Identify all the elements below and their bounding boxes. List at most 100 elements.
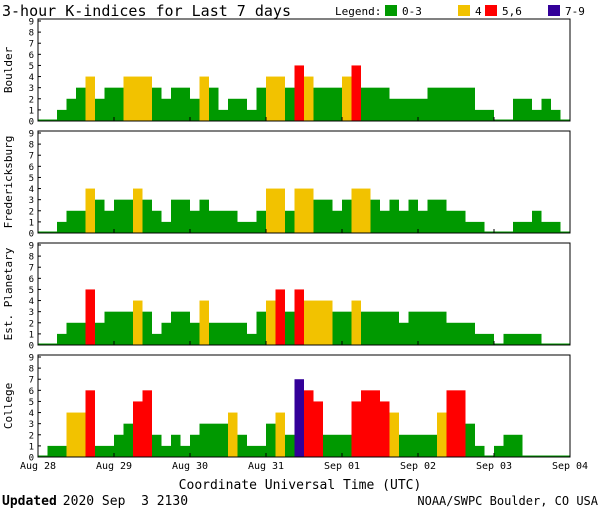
- bar: [427, 434, 437, 457]
- bar: [38, 231, 48, 233]
- bar: [285, 434, 295, 457]
- bar: [294, 289, 304, 345]
- bar: [180, 445, 190, 457]
- bar: [171, 199, 181, 233]
- bar: [351, 65, 361, 121]
- bar: [142, 76, 152, 121]
- bar: [522, 455, 532, 457]
- bar: [171, 434, 181, 457]
- bar: [389, 199, 399, 233]
- bar: [190, 210, 200, 233]
- legend-swatch-yellow: [458, 5, 470, 16]
- bar: [437, 199, 447, 233]
- bar: [323, 87, 333, 121]
- y-tick-label: 7: [29, 376, 34, 386]
- bar: [85, 289, 95, 345]
- bar: [437, 412, 447, 457]
- bar: [256, 311, 266, 345]
- bar: [560, 343, 570, 345]
- bar: [38, 343, 48, 345]
- y-tick-label: 0: [29, 454, 34, 464]
- bar: [47, 445, 57, 457]
- bar: [285, 311, 295, 345]
- bar: [85, 188, 95, 233]
- bar: [161, 445, 171, 457]
- panel-frame: [37, 354, 571, 458]
- bar: [66, 98, 76, 121]
- bar: [133, 76, 143, 121]
- y-tick-label: 5: [29, 398, 34, 408]
- bar: [456, 210, 466, 233]
- footer-credit: NOAA/SWPC Boulder, CO USA: [417, 494, 598, 508]
- bar: [503, 231, 513, 233]
- bar: [266, 423, 276, 457]
- legend-label-red: 5,6: [502, 5, 522, 18]
- bar: [247, 445, 257, 457]
- bar: [228, 322, 238, 345]
- bar: [370, 199, 380, 233]
- y-tick-label: 5: [29, 174, 34, 184]
- y-tick-label: 6: [29, 387, 34, 397]
- bar: [446, 210, 456, 233]
- bar: [551, 455, 561, 457]
- bar: [313, 87, 323, 121]
- bar: [199, 76, 209, 121]
- bar: [237, 221, 247, 233]
- footer-updated-label: Updated: [2, 494, 57, 509]
- y-tick-label: 3: [29, 196, 34, 206]
- bar: [152, 210, 162, 233]
- footer-updated-value: 2020 Sep 3 2130: [63, 494, 188, 509]
- bar: [38, 119, 48, 121]
- x-tick-label: Aug 30: [172, 461, 208, 472]
- bar: [456, 322, 466, 345]
- bar: [133, 300, 143, 345]
- bar: [171, 311, 181, 345]
- y-tick-label: 3: [29, 308, 34, 318]
- bar: [161, 98, 171, 121]
- bar: [142, 311, 152, 345]
- bar: [237, 322, 247, 345]
- bar: [275, 289, 285, 345]
- y-tick-label: 0: [29, 342, 34, 352]
- bar: [494, 119, 504, 121]
- y-tick-label: 1: [29, 330, 34, 340]
- bar: [57, 109, 67, 121]
- bar: [247, 221, 257, 233]
- bar: [484, 231, 494, 233]
- bar: [465, 87, 475, 121]
- bar: [66, 412, 76, 457]
- bar: [76, 210, 86, 233]
- bar: [304, 300, 314, 345]
- bar: [66, 210, 76, 233]
- y-tick-label: 2: [29, 95, 34, 105]
- chart-title: 3-hour K-indices for Last 7 days: [2, 2, 291, 20]
- bar: [389, 311, 399, 345]
- bar: [180, 199, 190, 233]
- bar: [275, 76, 285, 121]
- bar: [256, 210, 266, 233]
- y-tick-label: 1: [29, 106, 34, 116]
- bar: [332, 434, 342, 457]
- bar: [142, 199, 152, 233]
- bar: [541, 98, 551, 121]
- bar: [47, 343, 57, 345]
- x-tick-label: Aug 28: [20, 461, 56, 472]
- bar: [304, 76, 314, 121]
- panel-frame: [37, 130, 571, 234]
- x-axis-label: Coordinate Universal Time (UTC): [179, 478, 422, 493]
- bar: [161, 221, 171, 233]
- bar: [237, 98, 247, 121]
- bar: [66, 322, 76, 345]
- bar: [513, 98, 523, 121]
- bar: [256, 87, 266, 121]
- bar: [104, 210, 114, 233]
- bar: [465, 423, 475, 457]
- bar: [304, 188, 314, 233]
- bar: [323, 199, 333, 233]
- bar: [418, 311, 428, 345]
- y-tick-label: 9: [29, 18, 34, 28]
- bar: [104, 311, 114, 345]
- bar: [133, 401, 143, 457]
- bar: [190, 322, 200, 345]
